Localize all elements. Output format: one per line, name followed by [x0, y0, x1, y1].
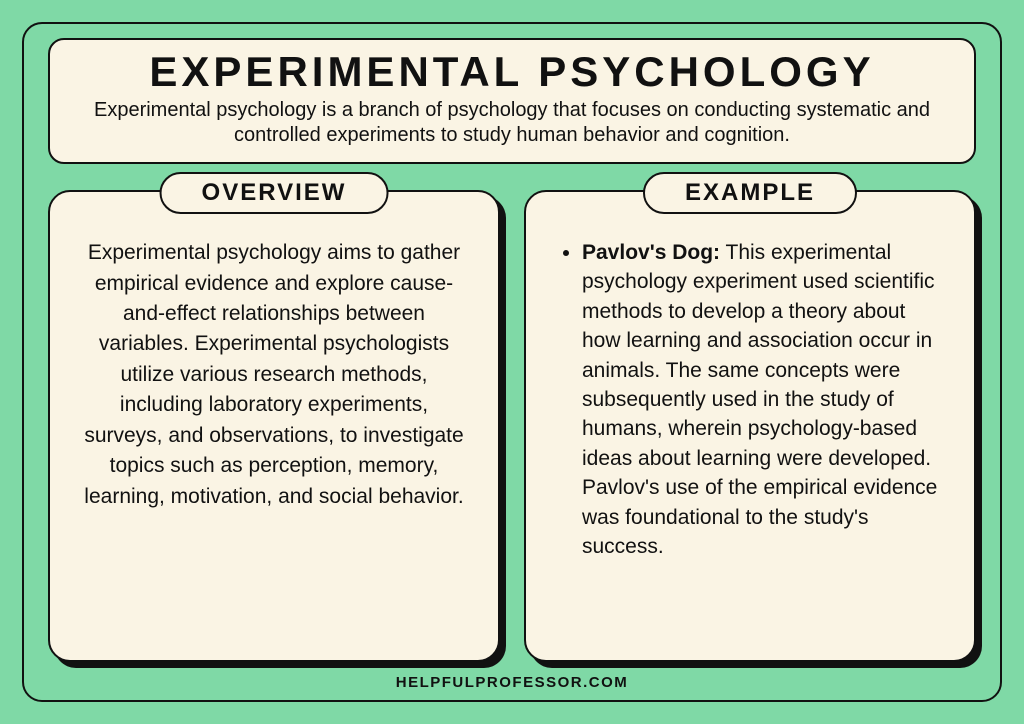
- header-box: EXPERIMENTAL PSYCHOLOGY Experimental psy…: [48, 38, 976, 164]
- overview-card-wrap: OVERVIEW Experimental psychology aims to…: [48, 190, 500, 662]
- example-pill: EXAMPLE: [643, 172, 857, 214]
- example-item-text: This experimental psychology experiment …: [582, 241, 937, 558]
- page-title: EXPERIMENTAL PSYCHOLOGY: [68, 50, 956, 94]
- overview-card: OVERVIEW Experimental psychology aims to…: [48, 190, 500, 662]
- example-card: EXAMPLE Pavlov's Dog: This experimental …: [524, 190, 976, 662]
- overview-text: Experimental psychology aims to gather e…: [80, 238, 468, 512]
- main-frame: EXPERIMENTAL PSYCHOLOGY Experimental psy…: [22, 22, 1002, 702]
- example-list-item: Pavlov's Dog: This experimental psycholo…: [582, 238, 944, 561]
- columns: OVERVIEW Experimental psychology aims to…: [48, 190, 976, 662]
- example-card-wrap: EXAMPLE Pavlov's Dog: This experimental …: [524, 190, 976, 662]
- overview-pill: OVERVIEW: [160, 172, 389, 214]
- page-subtitle: Experimental psychology is a branch of p…: [72, 98, 952, 148]
- example-list: Pavlov's Dog: This experimental psycholo…: [556, 238, 944, 561]
- example-item-title: Pavlov's Dog:: [582, 241, 720, 264]
- footer-text: HELPFULPROFESSOR.COM: [48, 674, 976, 691]
